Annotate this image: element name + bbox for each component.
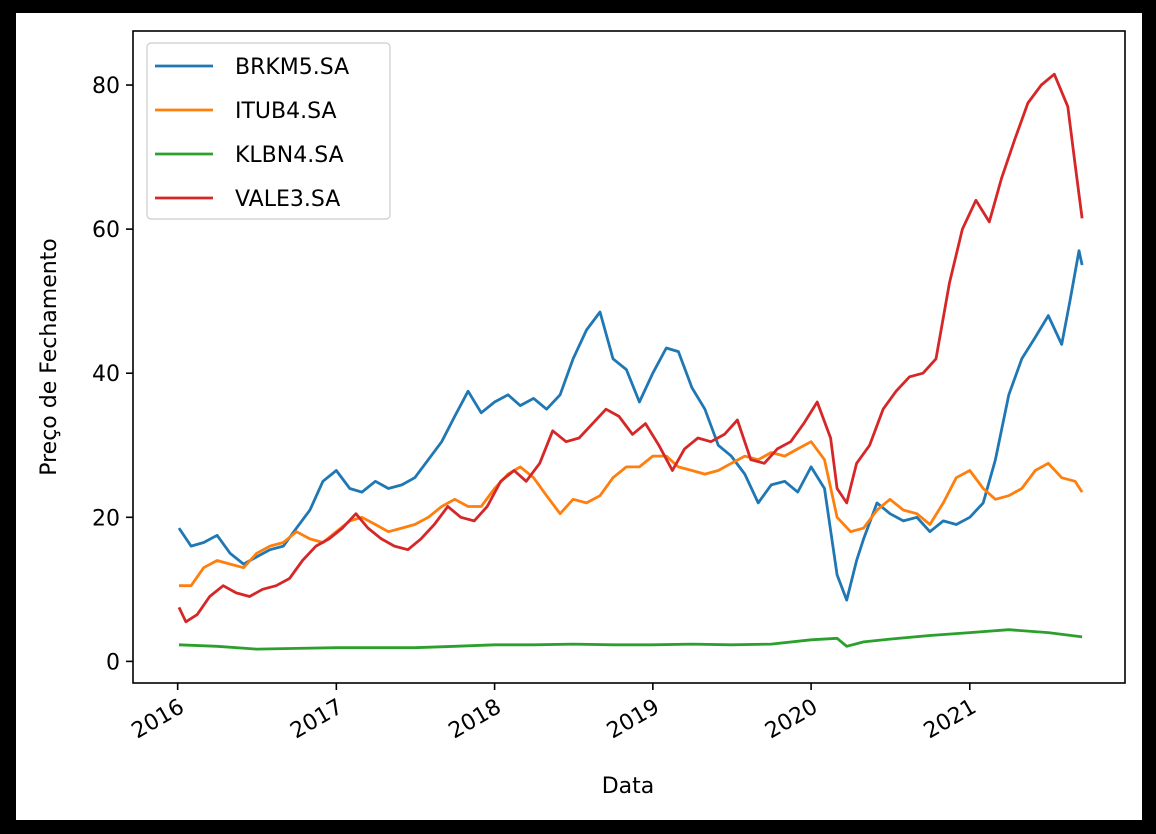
chart-figure: 2016 2017 2018 2019 2020 2021 0 20 40 60 80 Data … xyxy=(16,13,1142,820)
x-axis: 2016 2017 2018 2019 2020 2021 xyxy=(128,683,981,744)
legend-label: KLBN4.SA xyxy=(235,143,344,168)
y-tick-label: 60 xyxy=(92,218,120,243)
legend-label: BRKM5.SA xyxy=(235,55,349,80)
y-tick-label: 20 xyxy=(92,506,120,531)
y-tick-label: 80 xyxy=(92,74,120,99)
y-tick-label: 0 xyxy=(106,650,120,675)
series-line-klbn4-sa xyxy=(178,628,1083,651)
series-layer xyxy=(177,72,1084,651)
x-tick-label: 2019 xyxy=(603,695,664,745)
series-line-vale3-sa xyxy=(177,72,1084,624)
y-axis-label: Preço de Fechamento xyxy=(37,238,62,476)
y-axis: 0 20 40 60 80 xyxy=(92,74,133,675)
x-tick-label: 2021 xyxy=(920,695,981,745)
x-tick-label: 2020 xyxy=(761,695,822,745)
plot-frame xyxy=(132,30,1126,684)
series-line-brkm5-sa xyxy=(177,249,1084,602)
y-tick-label: 40 xyxy=(92,362,120,387)
x-tick-label: 2017 xyxy=(286,695,347,745)
legend: BRKM5.SA ITUB4.SA KLBN4.SA VALE3.SA xyxy=(146,42,391,220)
legend-box xyxy=(146,42,391,220)
legend-label: ITUB4.SA xyxy=(235,99,337,124)
x-tick-label: 2016 xyxy=(128,695,189,745)
x-axis-label: Data xyxy=(602,774,655,799)
legend-label: VALE3.SA xyxy=(235,187,340,212)
x-tick-label: 2018 xyxy=(445,695,506,745)
